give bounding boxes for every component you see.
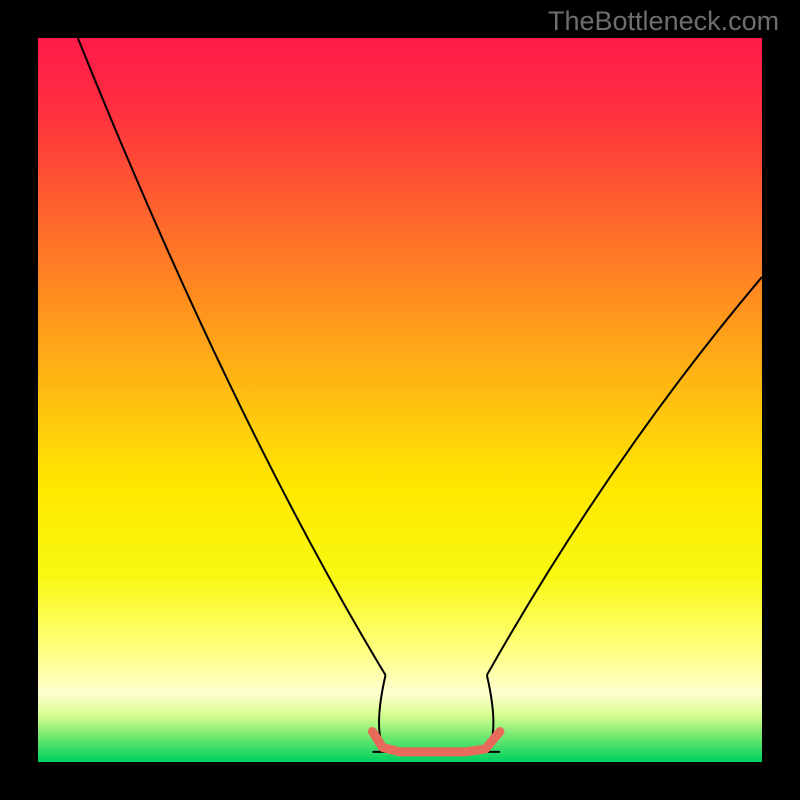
gradient-background <box>38 38 762 762</box>
chart-container: TheBottleneck.com <box>0 0 800 800</box>
plot-svg <box>38 38 762 762</box>
watermark-text: TheBottleneck.com <box>548 6 779 37</box>
